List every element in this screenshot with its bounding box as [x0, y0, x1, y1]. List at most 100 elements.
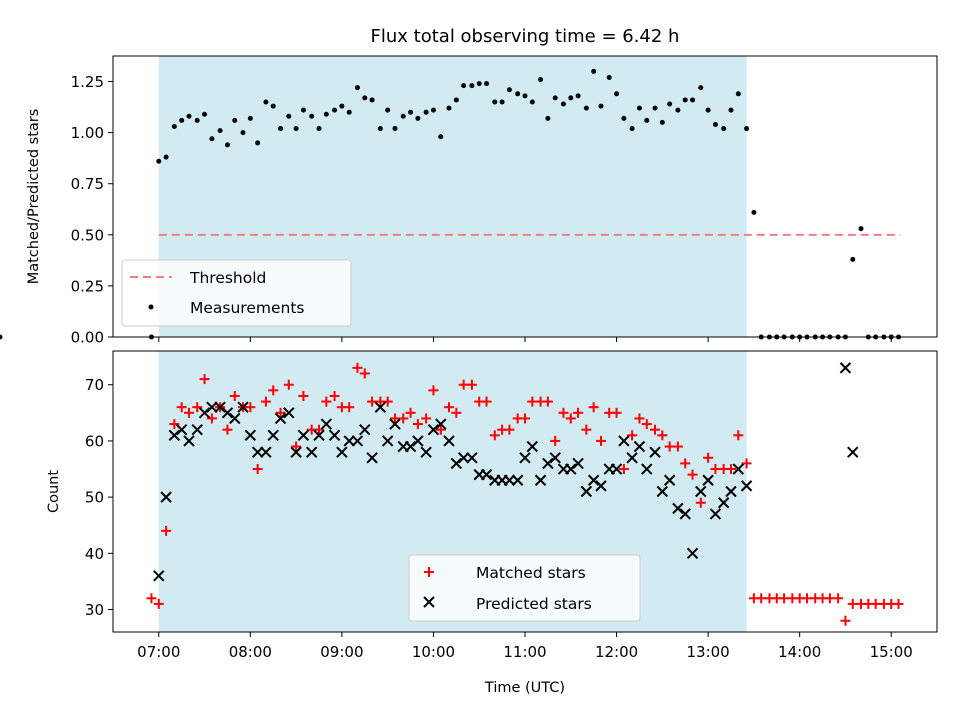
matched-star-marker [199, 374, 210, 385]
predicted-star-marker [595, 480, 607, 492]
matched-legend-label: Matched stars [476, 564, 586, 582]
predicted-star-marker [480, 468, 493, 481]
predicted-star-marker [618, 435, 630, 447]
measurement-point [240, 130, 246, 136]
predicted-star-marker [404, 440, 417, 453]
time-x-tick-label: 08:00 [229, 643, 272, 661]
predicted-star-marker [191, 423, 203, 436]
matched-star-marker [466, 379, 477, 390]
matched-star-marker [321, 396, 332, 407]
measurement-point [438, 134, 444, 140]
time-x-tick-label: 09:00 [320, 643, 363, 661]
matched-star-marker [634, 413, 645, 424]
matched-star-marker [352, 362, 363, 373]
measurement-point [415, 115, 421, 121]
matched-star-marker [833, 593, 844, 604]
measurement-point [515, 91, 521, 97]
measurement-point [636, 105, 642, 111]
matched-star-marker [489, 430, 500, 441]
count-y-ticks: 30 40 50 60 70 [85, 376, 113, 619]
measurement-point [392, 126, 398, 132]
ratio-y-tick-label: 0.00 [71, 329, 104, 347]
predicted-star-marker [679, 508, 691, 520]
ratio-x-ticks [158, 337, 892, 342]
measurement-point [598, 103, 604, 109]
matched-star-marker [581, 424, 592, 435]
measurement-point [247, 115, 253, 121]
matched-star-marker [229, 390, 240, 401]
predicted-star-marker [725, 485, 737, 498]
count-y-tick-label: 60 [85, 432, 104, 450]
predicted-star-marker [641, 463, 653, 475]
measurement-point [423, 109, 429, 115]
matched-star-marker [627, 430, 638, 441]
matched-star-marker [161, 525, 172, 536]
matched-star-marker [382, 396, 393, 407]
predicted-star-marker [160, 491, 172, 503]
measurement-point [744, 126, 750, 132]
predicted-star-marker [732, 463, 745, 475]
measurement-point [263, 99, 269, 105]
measurement-point [0, 334, 3, 340]
matched-star-marker [451, 407, 462, 418]
predicted-star-marker [283, 407, 295, 419]
predicted-star-marker [503, 474, 516, 486]
predicted-star-marker [717, 497, 730, 509]
measurement-point [538, 77, 544, 83]
matched-star-marker [588, 402, 599, 413]
predicted-star-marker [839, 362, 852, 374]
measurement-point [332, 107, 338, 113]
matched-star-marker [169, 419, 180, 430]
predicted-star-marker [542, 457, 554, 470]
measurement-point [492, 99, 498, 105]
matched-star-marker [558, 407, 569, 418]
matched-star-marker [611, 407, 622, 418]
predicted-star-marker [251, 446, 264, 458]
measurement-point [163, 154, 169, 160]
matched-star-marker [650, 424, 661, 435]
predicted-star-marker [175, 423, 188, 436]
predicted-star-marker [580, 485, 593, 498]
measurement-point [377, 126, 383, 132]
matched-star-marker [192, 402, 203, 413]
ratio-y-ticks: 0.00 0.25 0.50 0.75 1.00 1.25 [71, 73, 113, 347]
measurement-point [560, 101, 566, 107]
matched-star-marker [183, 407, 194, 418]
predicted-star-marker [695, 485, 707, 498]
matched-legend-swatch [424, 567, 434, 577]
predicted-star-marker [320, 418, 333, 430]
measurement-point [652, 105, 658, 111]
time-x-tick-label: 12:00 [595, 643, 638, 661]
measurement-point [362, 95, 368, 101]
predicted-star-marker [260, 446, 272, 458]
predicted-star-marker [633, 440, 646, 453]
predicted-star-marker [313, 429, 325, 442]
predicted-star-marker [221, 407, 234, 419]
predicted-star-marker [466, 452, 478, 464]
time-x-tick-label: 10:00 [412, 643, 455, 661]
measurement-point [278, 126, 284, 132]
predicted-star-marker [412, 435, 424, 447]
predicted-star-marker [526, 440, 539, 453]
chart-title: Flux total observing time = 6.42 h [371, 26, 680, 47]
predicted-star-marker [511, 474, 524, 486]
measurement-points [0, 68, 902, 340]
predicted-star-marker [702, 474, 714, 486]
predicted-star-marker [420, 446, 432, 458]
measurement-point [255, 140, 261, 146]
matched-star-marker [206, 413, 217, 424]
predicted-stars-points [153, 362, 859, 582]
predicted-star-marker [305, 446, 318, 458]
measurement-point [316, 126, 322, 132]
measurement-point [522, 93, 528, 99]
measurement-point [629, 126, 635, 132]
matched-star-marker [245, 402, 256, 413]
predicted-star-marker [237, 401, 249, 413]
count-y-tick-label: 50 [85, 489, 104, 507]
measurement-point [286, 113, 292, 119]
measurement-point [690, 97, 696, 103]
time-x-tick-label: 15:00 [870, 643, 913, 661]
measurement-point [194, 117, 200, 123]
count-y-axis-label: Count [46, 470, 62, 513]
